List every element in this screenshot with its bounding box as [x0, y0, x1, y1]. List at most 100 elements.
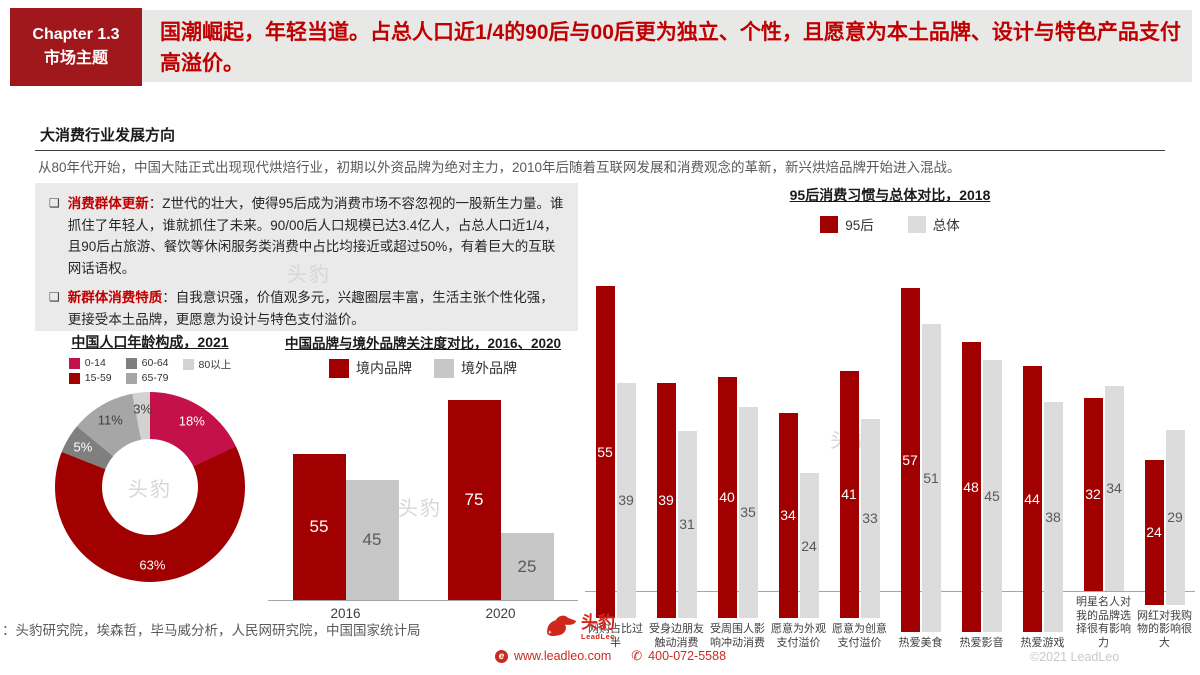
bar-value-label: 57: [902, 451, 918, 468]
bullet-term: 消费群体更新: [67, 196, 149, 211]
bar-group: 75 25 2020: [447, 387, 554, 621]
bar: 45: [345, 480, 399, 600]
legend-item: 65-79: [125, 372, 169, 384]
bar-group: 55 39 网购占比过半: [588, 268, 643, 650]
category-label: 明星名人对我的品牌选择很有影响力: [1076, 596, 1131, 649]
legend-item: 60-64: [125, 357, 169, 369]
website-icon: e: [495, 649, 508, 663]
axis-baseline: [268, 600, 578, 601]
legend-label: 95后: [845, 218, 874, 233]
bullet-item: ❑ 新群体消费特质：自我意识强，价值观多元，兴趣圈层丰富，生活主张个性化强，更接…: [49, 287, 564, 330]
copyright: ©2021 LeadLeo: [1030, 650, 1120, 664]
bar-value-label: 25: [517, 556, 537, 576]
bar-pair: 34 24: [778, 268, 819, 618]
bar-pair: 48 45: [961, 282, 1002, 632]
legend-swatch: [125, 372, 137, 384]
legend-swatch: [329, 358, 349, 378]
category-label: 热爱影音: [959, 636, 1004, 649]
bar: 38: [1043, 402, 1063, 632]
category-label: 网购占比过半: [588, 623, 643, 649]
bar: 48: [961, 341, 981, 632]
bar: 57: [900, 287, 920, 632]
legend-swatch: [125, 357, 137, 369]
bar-group: 44 38 热爱游戏: [1015, 282, 1070, 651]
bar-pair: 55 39: [595, 268, 636, 618]
bar-pair: 75 25: [447, 387, 554, 600]
bullet-square-icon: ❑: [49, 290, 60, 304]
page-title: 国潮崛起，年轻当道。占总人口近1/4的90后与00后更为独立、个性，且愿意为本土…: [160, 21, 1181, 75]
logo-text: 头豹: [581, 613, 615, 632]
bar-value-label: 35: [740, 504, 756, 521]
chart-plot: 55 45 2016 75 25 2020: [268, 387, 578, 621]
bullet-item: ❑ 消费群体更新：Z世代的壮大，使得95后成为消费市场不容忽视的一股新生力量。谁…: [49, 193, 564, 279]
bar-value-label: 55: [597, 444, 613, 461]
bar: 55: [292, 453, 346, 600]
chart-title: 中国人口年龄构成，2021: [71, 334, 229, 350]
slice-value-label: 3%: [133, 401, 153, 417]
bar: 51: [921, 323, 941, 632]
category-label: 热爱游戏: [1020, 636, 1065, 649]
bar: 32: [1083, 397, 1103, 591]
bar-pair: 32 34: [1083, 241, 1124, 591]
bullet-square-icon: ❑: [49, 196, 60, 210]
category-label: 网红对我购物的影响很大: [1137, 609, 1192, 649]
donut-hole: 头豹: [102, 439, 198, 535]
intro-paragraph: 从80年代开始，中国大陆正式出现现代烘焙行业，初期以外资品牌为绝对主力，2010…: [38, 160, 961, 175]
bar-value-label: 48: [963, 478, 979, 495]
legend-item: 境内品牌: [329, 358, 412, 378]
bar-value-label: 24: [801, 537, 817, 554]
bar-value-label: 51: [923, 469, 939, 486]
legend-label: 60-64: [141, 357, 169, 369]
bar: 44: [1022, 365, 1042, 632]
bar-value-label: 24: [1146, 524, 1162, 541]
bar: 45: [982, 359, 1002, 632]
category-label: 愿意为创意支付溢价: [832, 623, 887, 649]
bar-group: 40 35 受周围人影响冲动消费: [710, 268, 765, 650]
bar-group: 34 24 愿意为外观支付溢价: [771, 268, 826, 650]
bar: 55: [595, 286, 615, 618]
category-label: 受身边朋友触动消费: [649, 623, 704, 649]
legend-label: 0-14: [84, 357, 106, 369]
bar-value-label: 34: [1106, 480, 1122, 497]
bullet-body: ：Z世代的壮大，使得95后成为消费市场不容忽视的一股新生力量。谁抓住了年轻人，谁…: [67, 196, 564, 276]
chart-legend: 0-14 15-59 60-64 65-79 80以上: [40, 357, 260, 384]
bar-value-label: 33: [862, 510, 878, 527]
legend-column: 60-64 65-79: [125, 357, 169, 384]
legend-swatch: [820, 215, 839, 233]
chart-plot: 55 39 网购占比过半 39 31 受身边朋友触动消费 40 35 受周围人影响冲动消费 34 2…: [585, 241, 1195, 650]
category-label: 2020: [485, 606, 516, 621]
legend-item: 80以上: [182, 357, 231, 372]
legend-label: 15-59: [84, 372, 112, 384]
bar: 41: [839, 370, 859, 618]
legend-label: 总体: [932, 218, 960, 233]
bar-value-label: 29: [1167, 509, 1183, 525]
category-label: 愿意为外观支付溢价: [771, 623, 826, 649]
slice-value-label: 5%: [73, 439, 93, 455]
leadleo-logo-icon: [546, 615, 577, 637]
legend-item: 0-14: [68, 357, 112, 369]
bullet-text: 新群体消费特质：自我意识强，价值观多元，兴趣圈层丰富，生活主张个性化强，更接受本…: [68, 287, 564, 330]
bar-group: 24 29 网红对我购物的影响很大: [1137, 255, 1192, 651]
bar-value-label: 45: [362, 530, 382, 550]
category-label: 热爱美食: [898, 636, 943, 649]
chapter-box: Chapter 1.3 市场主题: [10, 8, 142, 86]
bar: 24: [1144, 459, 1164, 605]
population-donut-chart: 中国人口年龄构成，2021 0-14 15-59 60-64 65-79 80以上 头豹…: [40, 332, 260, 582]
bar-pair: 41 33: [839, 268, 880, 618]
legend-item: 总体: [907, 214, 960, 234]
bar: 33: [860, 418, 880, 618]
bar-group: 41 33 愿意为创意支付溢价: [832, 268, 887, 650]
bar-value-label: 38: [1045, 508, 1061, 525]
bar: 29: [1165, 429, 1185, 605]
legend-label: 境外品牌: [461, 360, 517, 376]
legend-column: 0-14 15-59: [68, 357, 112, 384]
bar: 39: [616, 382, 636, 618]
donut: 头豹 18% 63% 5% 11% 3%: [55, 392, 245, 582]
habits-comparison-bar-chart: 95后消费习惯与总体对比，2018 95后 总体 55 39 网购占比过半 39 31 受身…: [585, 185, 1195, 650]
bar-pair: 40 35: [717, 268, 758, 618]
legend-item: 95后: [820, 214, 874, 234]
legend-label: 境内品牌: [356, 360, 412, 376]
bar-pair: 55 45: [292, 387, 399, 600]
bar-group: 32 34 明星名人对我的品牌选择很有影响力: [1076, 241, 1131, 650]
